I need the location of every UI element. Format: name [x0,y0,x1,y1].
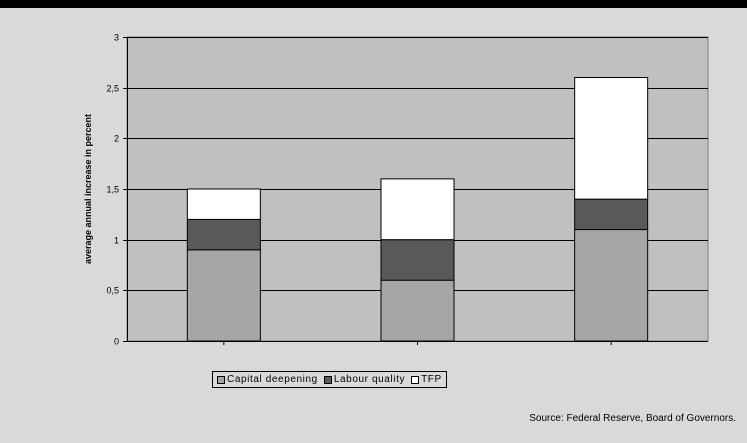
legend-item: Capital deepening [217,374,318,385]
bar-segment [574,198,649,231]
bar-segment [186,249,261,342]
y-tick-label: 0,5 [106,286,119,296]
y-tick-label: 0 [114,337,119,347]
legend-swatch [411,375,420,384]
bar-segment [380,239,455,281]
legend-label: Capital deepening [227,374,318,385]
legend-item: Labour quality [323,374,406,385]
legend-swatch [217,375,225,384]
bar-segment [574,229,649,342]
legend-swatch [323,375,332,384]
legend: Capital deepening Labour quality TFP [212,371,447,388]
bar-segment [574,77,649,200]
top-bar [0,0,747,8]
bar-segment [380,178,455,241]
legend-label: TFP [421,374,442,385]
source-note: Source: Federal Reserve, Board of Govern… [529,413,736,424]
bar-segment [186,188,261,220]
bar-segment [186,218,261,251]
y-tick-label: 3 [114,33,119,43]
bar-segment [380,279,455,342]
y-tick-label: 1,5 [106,185,119,195]
y-tick-label: 2,5 [106,84,119,94]
y-tick-label: 2 [114,134,119,144]
y-tick-label: 1 [114,236,119,246]
y-axis-title: average annual increase in percent [83,114,93,264]
legend-item: TFP [411,374,442,385]
legend-label: Labour quality [333,374,406,385]
